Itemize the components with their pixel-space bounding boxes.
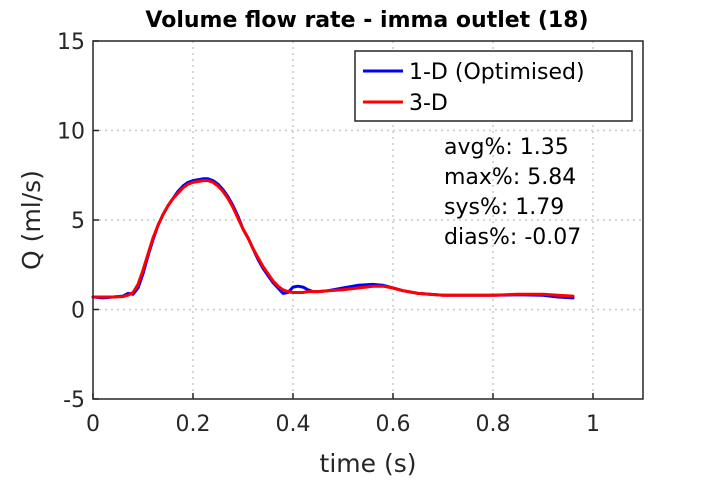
annotation-sys: sys%: 1.79 — [444, 195, 564, 220]
x-tick-label: 0.4 — [276, 412, 311, 437]
x-tick-label: 0.2 — [176, 412, 211, 437]
y-tick-label: 10 — [57, 120, 85, 145]
y-tick-label: 5 — [71, 209, 85, 234]
legend-label-1d: 1-D (Optimised) — [409, 60, 585, 85]
x-tick-label: 0.8 — [476, 412, 511, 437]
y-axis: -5 0 5 10 15 — [57, 30, 99, 413]
series-line-3d — [91, 179, 575, 299]
series-layer — [91, 177, 575, 300]
x-axis-label: time (s) — [320, 449, 417, 478]
grid — [93, 41, 643, 399]
y-tick-label: -5 — [63, 388, 85, 413]
annotation-max: max%: 5.84 — [444, 165, 576, 190]
annotations: avg%: 1.35 max%: 5.84 sys%: 1.79 dias%: … — [444, 135, 581, 250]
y-axis-label: Q (ml/s) — [17, 170, 46, 270]
legend-box — [354, 50, 633, 122]
x-tick-label: 0 — [86, 412, 100, 437]
y-tick-label: 0 — [71, 299, 85, 324]
y-tick-label: 15 — [57, 30, 85, 55]
legend-label-3d: 3-D — [409, 91, 448, 116]
chart-title: Volume flow rate - imma outlet (18) — [145, 8, 588, 33]
annotation-avg: avg%: 1.35 — [444, 135, 569, 160]
x-axis: 0 0.2 0.4 0.6 0.8 1 — [86, 393, 600, 437]
x-tick-label: 1 — [586, 412, 600, 437]
legend: 1-D (Optimised) 3-D — [354, 50, 633, 122]
x-tick-label: 0.6 — [376, 412, 411, 437]
annotation-dias: dias%: -0.07 — [444, 225, 581, 250]
